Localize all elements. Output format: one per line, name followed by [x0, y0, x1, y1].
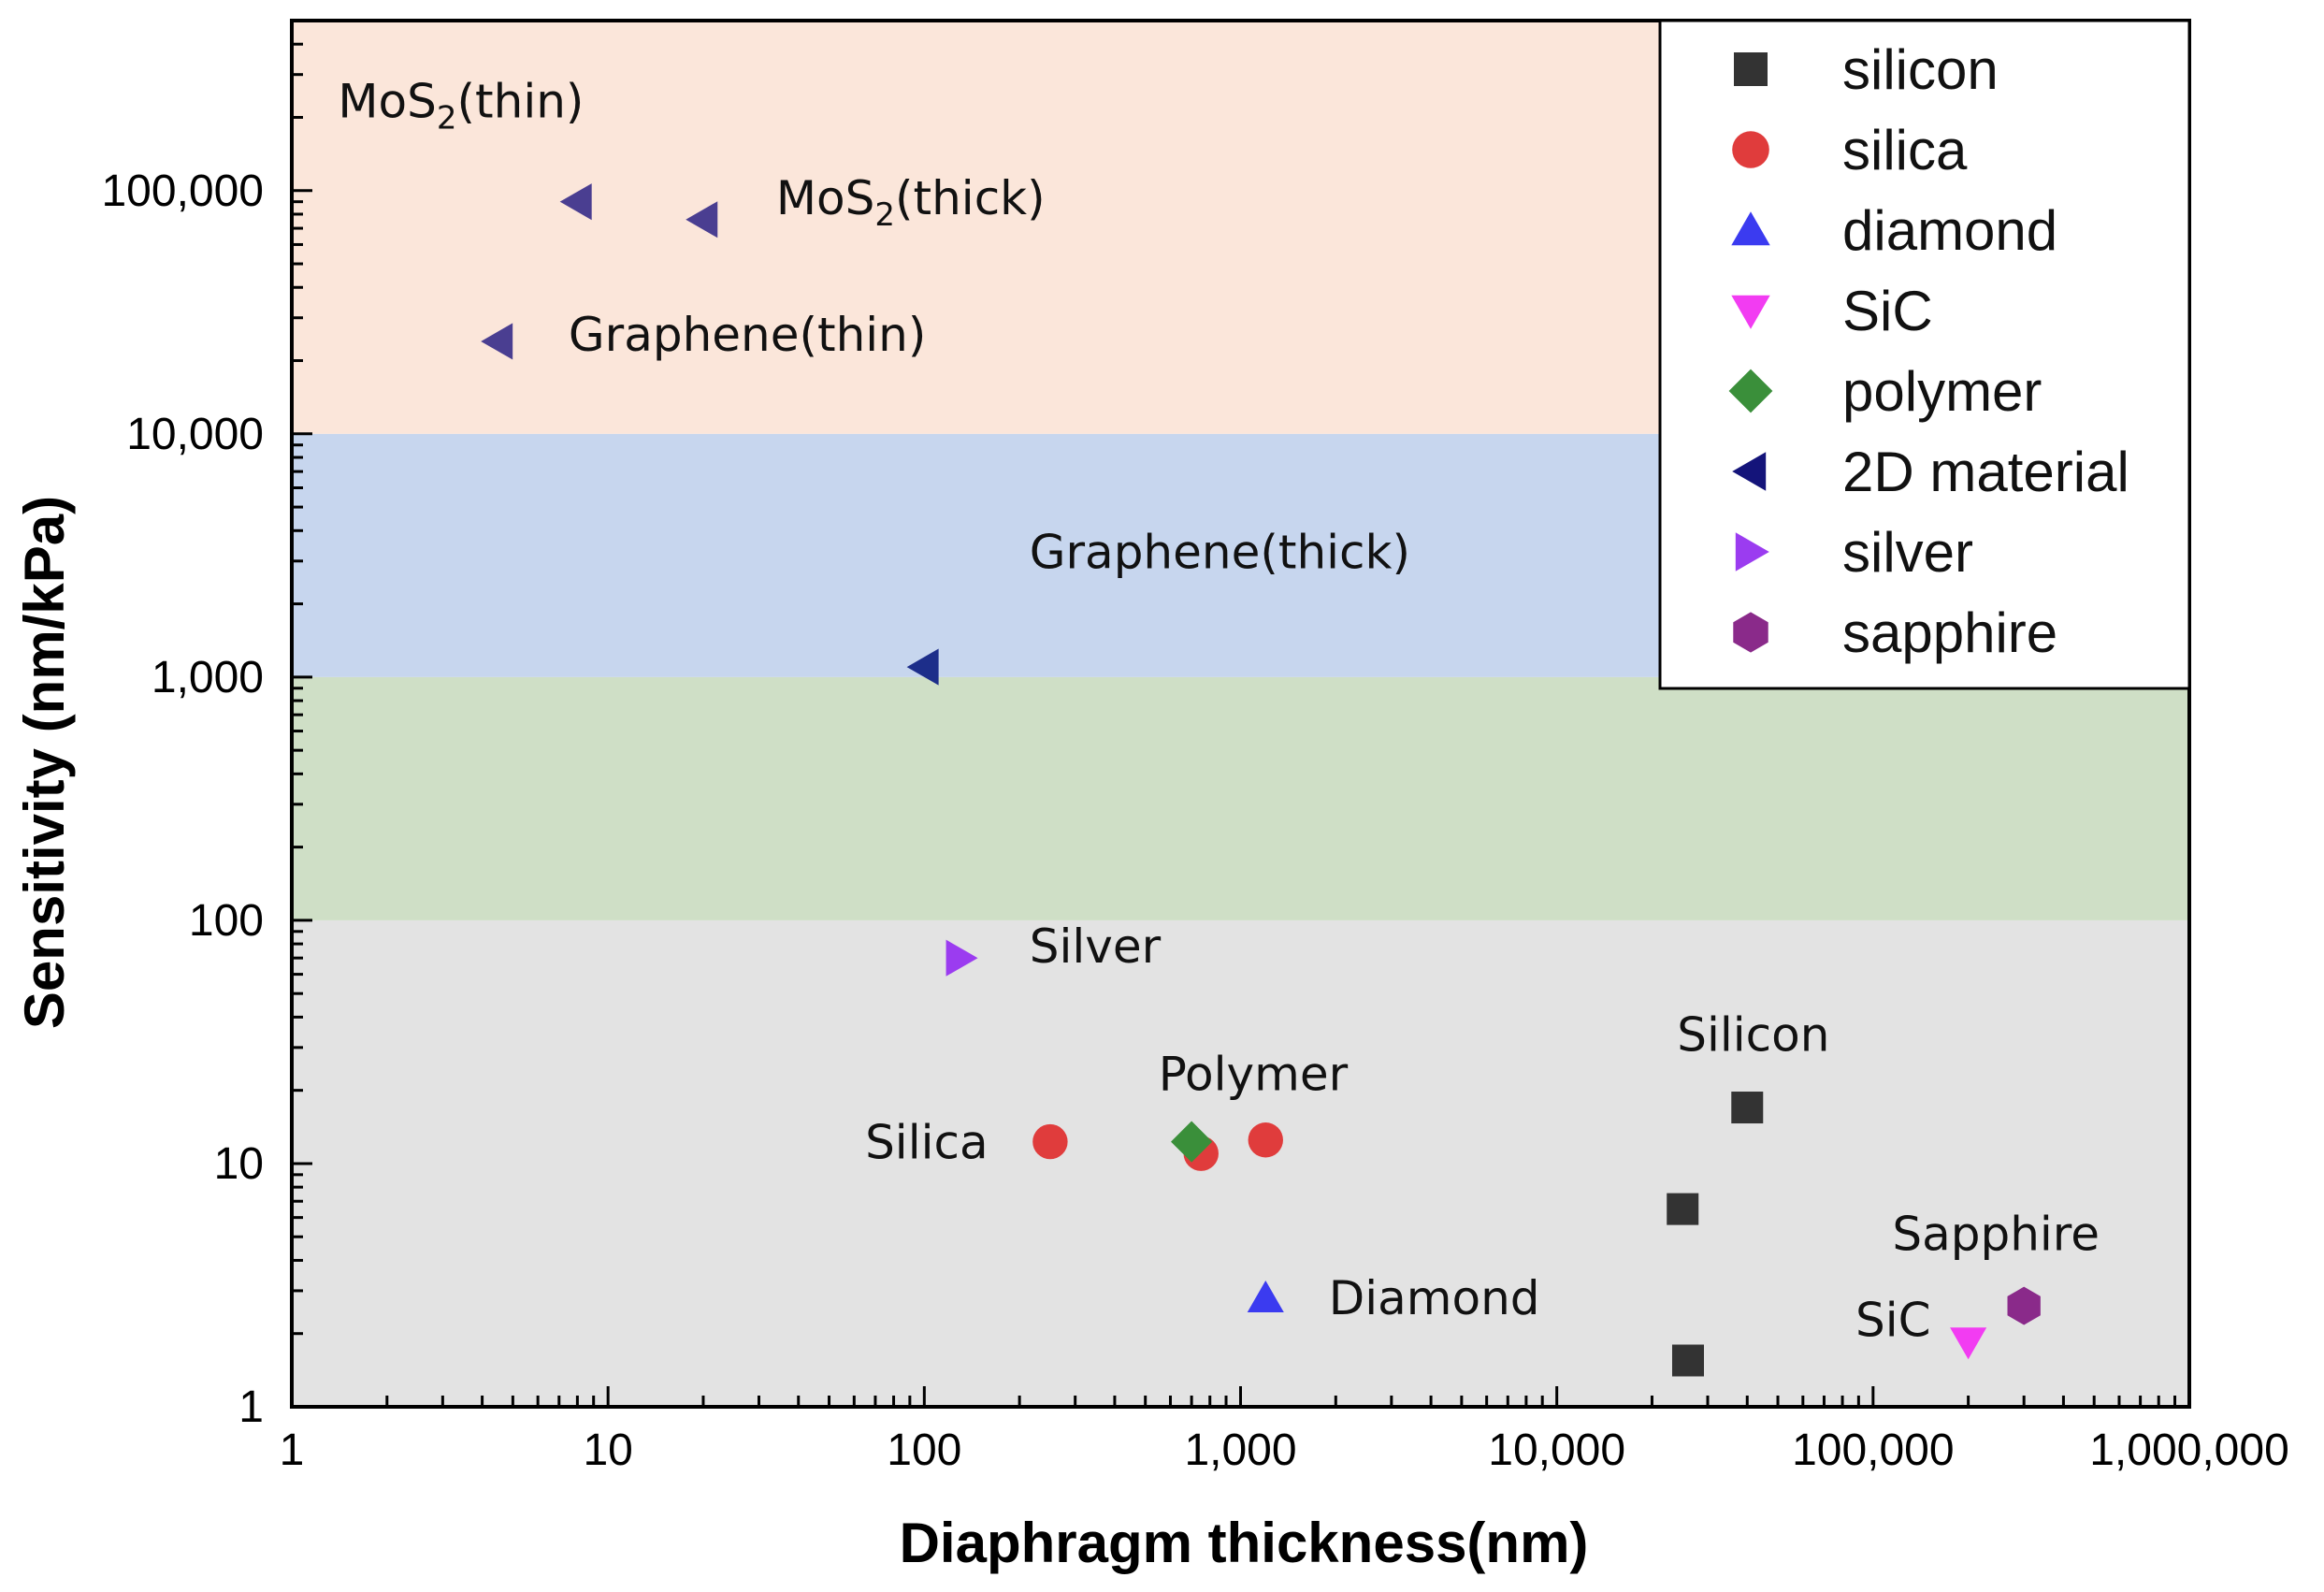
x-tick-label: 10,000 — [1488, 1426, 1625, 1475]
legend-label-silicon: silicon — [1842, 38, 1999, 101]
point-silicon — [1671, 1344, 1704, 1377]
x-tick-label: 1,000 — [1184, 1426, 1296, 1475]
legend: silicon silica diamond SiC polymer 2D materia… — [1658, 19, 2191, 690]
point-sapphire — [2007, 1286, 2041, 1325]
y-tick-labels: 1 10 100 1,000 10,000 100,000 — [101, 166, 264, 1432]
x-tick-labels: 1 10 100 1,000 10,000 100,000 1,000,000 — [280, 1426, 2289, 1475]
annotation-silica: Silica — [865, 1115, 989, 1169]
point-polymer — [1171, 1121, 1213, 1163]
data-points — [481, 183, 2041, 1377]
legend-marker-sic — [1731, 295, 1770, 329]
x-axis-title: Diaphragm thickness(nm) — [900, 1512, 1589, 1574]
legend-marker-2d-material — [1732, 452, 1767, 491]
legend-marker-silver — [1735, 532, 1769, 572]
x-tick-label: 100,000 — [1792, 1426, 1955, 1475]
x-tick-label: 1 — [280, 1426, 305, 1475]
annotation-mos2-thin: MoS2(thin) — [338, 74, 584, 137]
legend-label-silver: silver — [1842, 521, 1973, 584]
annotation-silicon: Silicon — [1677, 1008, 1829, 1063]
y-tick-label: 10 — [214, 1139, 264, 1189]
annotation-sapphire: Sapphire — [1892, 1208, 2100, 1262]
annotations: MoS2(thin) MoS2(thick) Graphene(thin) Graph… — [338, 74, 2100, 1347]
point-silica — [1248, 1122, 1283, 1158]
y-tick-label: 10,000 — [126, 410, 264, 459]
annotation-graphene-thick: Graphene(thick) — [1030, 526, 1410, 580]
annotation-diamond: Diamond — [1329, 1271, 1540, 1325]
annotation-mos2-thick: MoS2(thick) — [776, 171, 1046, 234]
x-tick-label: 10 — [583, 1426, 632, 1475]
point-2d-material — [559, 183, 592, 221]
y-tick-label: 1,000 — [152, 653, 264, 702]
annotation-silver: Silver — [1030, 919, 1162, 974]
legend-label-silica: silica — [1842, 119, 1968, 181]
legend-label-diamond: diamond — [1842, 199, 2057, 262]
legend-label-sapphire: sapphire — [1842, 601, 2057, 664]
y-tick-label: 100,000 — [101, 166, 264, 216]
point-silica — [1032, 1123, 1068, 1160]
legend-marker-silicon — [1734, 52, 1768, 86]
x-tick-label: 1,000,000 — [2089, 1426, 2289, 1475]
band-1 — [292, 676, 2189, 920]
legend-marker-diamond — [1731, 211, 1770, 246]
legend-marker-silica — [1732, 131, 1769, 168]
y-axis-title: Sensitivity (nm/kPa) — [13, 496, 76, 1029]
point-2d-material — [686, 201, 718, 239]
legend-label-sic: SiC — [1842, 280, 1933, 342]
y-tick-label: 1 — [238, 1382, 264, 1432]
legend-label-polymer: polymer — [1842, 360, 2042, 423]
plot-frame — [290, 19, 2191, 1409]
band-0 — [292, 919, 2189, 1407]
point-2d-material — [481, 323, 513, 360]
point-sic — [1950, 1327, 1987, 1360]
legend-marker-polymer — [1728, 369, 1773, 413]
x-tick-label: 100 — [887, 1426, 961, 1475]
point-diamond — [1247, 1281, 1284, 1313]
point-silicon — [1667, 1193, 1699, 1225]
point-2d-material — [906, 648, 939, 686]
y-tick-label: 100 — [189, 896, 264, 946]
point-silver — [945, 939, 978, 977]
point-silicon — [1731, 1092, 1764, 1124]
annotation-graphene-thin: Graphene(thin) — [569, 308, 926, 362]
annotation-sic: SiC — [1855, 1294, 1931, 1348]
legend-marker-sapphire — [1733, 612, 1768, 653]
annotation-polymer: Polymer — [1159, 1048, 1349, 1102]
legend-label-2d-material: 2D material — [1842, 441, 2129, 503]
